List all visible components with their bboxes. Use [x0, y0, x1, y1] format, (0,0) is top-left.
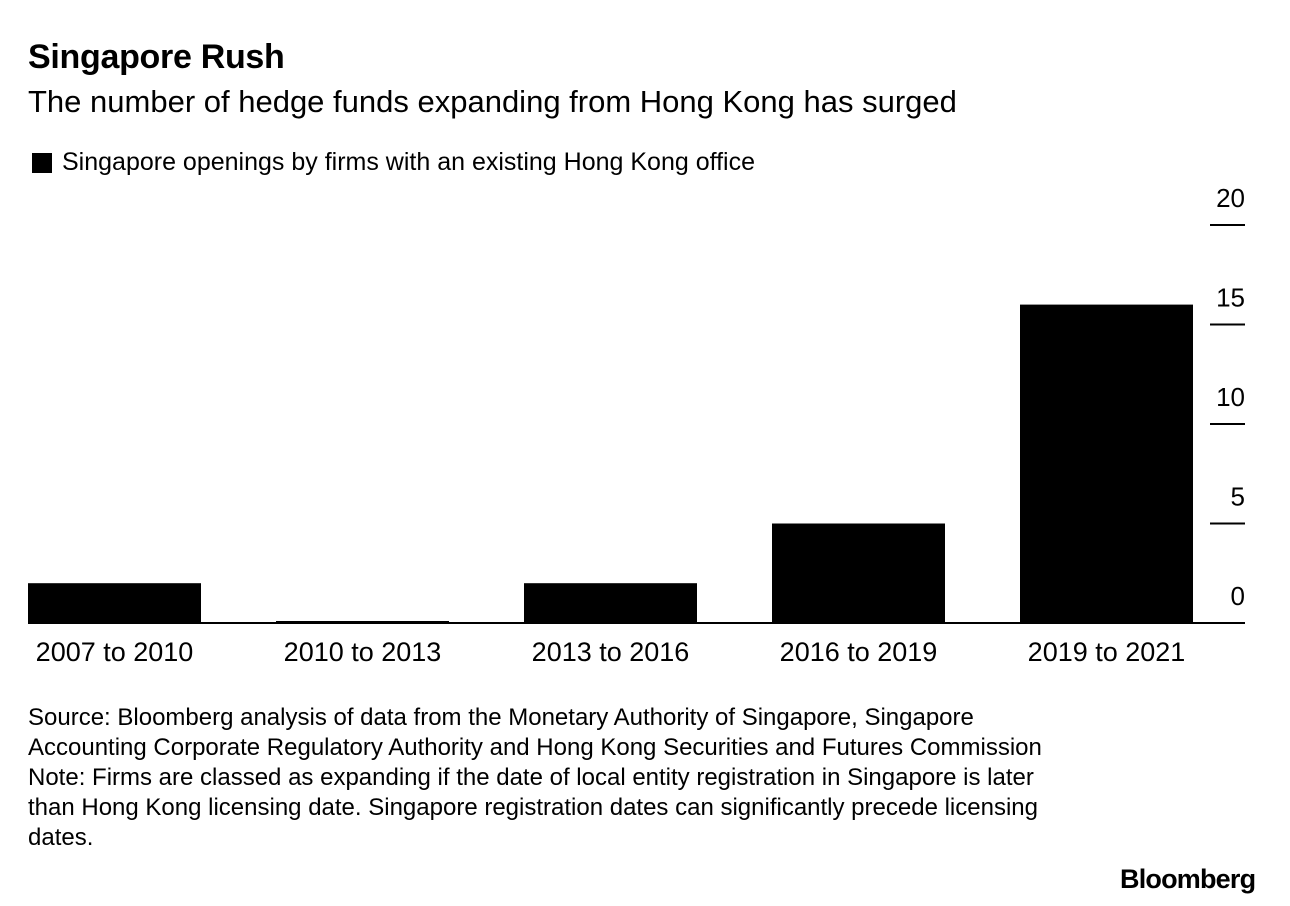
x-tick-label: 2019 to 2021 — [1028, 637, 1186, 667]
legend: Singapore openings by firms with an exis… — [32, 148, 755, 177]
y-tick-label: 20 — [1216, 183, 1245, 213]
y-tick-label: 0 — [1231, 581, 1245, 611]
y-tick-label: 5 — [1231, 482, 1245, 512]
source-note: Source: Bloomberg analysis of data from … — [28, 703, 1068, 853]
legend-label: Singapore openings by firms with an exis… — [62, 148, 756, 176]
bar — [28, 583, 201, 623]
chart-subtitle: The number of hedge funds expanding from… — [28, 84, 957, 119]
source-text: Source: Bloomberg analysis of data from … — [28, 704, 1042, 761]
bar — [524, 583, 697, 623]
y-tick-label: 10 — [1216, 382, 1245, 412]
x-tick-label: 2013 to 2016 — [532, 637, 690, 667]
x-tick-label: 2007 to 2010 — [36, 637, 194, 667]
bloomberg-logo: Bloomberg — [1120, 864, 1256, 894]
legend-swatch — [32, 152, 52, 173]
x-tick-label: 2016 to 2019 — [780, 637, 938, 667]
bar — [772, 523, 945, 623]
bar — [1020, 304, 1193, 623]
y-tick-label: 15 — [1216, 283, 1245, 313]
x-tick-label: 2010 to 2013 — [284, 637, 442, 667]
bar-chart: 0 5 10 15 20 2007 to 2010 2010 to 2013 2013 to … — [28, 183, 1245, 667]
chart-title: Singapore Rush — [28, 38, 285, 76]
note-text: Note: Firms are classed as expanding if … — [28, 764, 1038, 851]
